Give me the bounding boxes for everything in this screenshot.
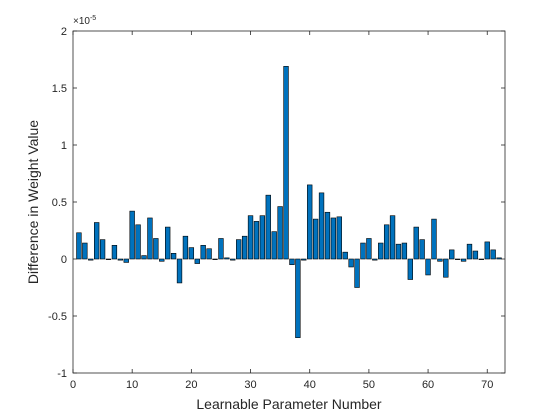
bar: [206, 248, 212, 260]
bar: [383, 224, 390, 260]
bar: [165, 226, 171, 260]
bar: [301, 258, 307, 261]
bar: [443, 258, 449, 278]
bar: [360, 242, 366, 260]
bar: [236, 239, 242, 260]
bar: [188, 247, 195, 260]
y-tick-label: 1.5: [52, 83, 67, 95]
bar: [218, 238, 224, 260]
bar: [105, 258, 112, 260]
bar: [277, 206, 283, 260]
bar: [431, 218, 437, 260]
bar: [99, 239, 106, 260]
bar: [253, 221, 260, 260]
x-tick-label: 60: [422, 379, 434, 391]
bar: [460, 258, 467, 262]
bar: [466, 243, 473, 260]
bar: [419, 239, 425, 260]
x-tick-label: 30: [244, 379, 256, 391]
bar: [407, 258, 413, 280]
bar: [318, 192, 325, 260]
bar: [496, 257, 502, 260]
bar: [401, 242, 408, 260]
y-tick-label: 2: [61, 26, 67, 38]
bar: [76, 232, 82, 260]
bar: [194, 258, 200, 264]
bar: [135, 224, 141, 260]
x-tick-label: 70: [481, 379, 493, 391]
bar: [82, 242, 88, 260]
bar: [111, 245, 118, 260]
bar: [312, 218, 319, 260]
bar: [484, 241, 490, 260]
bar: [117, 258, 124, 261]
bar: [241, 235, 248, 260]
bar: [147, 217, 153, 260]
bar: [94, 222, 100, 260]
bar: [348, 258, 354, 268]
bar: [170, 253, 177, 260]
bar: [378, 242, 384, 260]
bar: [324, 211, 331, 260]
bar: [200, 245, 206, 260]
bar: [271, 231, 277, 260]
bar: [478, 258, 484, 260]
bar: [330, 217, 337, 260]
tick-labels-group: 0 10 20 30 40 50 60 70 -1 -0.5 0 0.5 1 1.5 2: [48, 26, 493, 391]
bar: [176, 258, 183, 284]
bar: [141, 255, 147, 260]
bar: [472, 250, 479, 260]
bar: [366, 238, 372, 260]
x-axis-label: Learnable Parameter Number: [196, 396, 382, 412]
x-tick-label: 20: [185, 379, 197, 391]
y-tick-label: 1: [61, 140, 67, 152]
bar: [88, 258, 94, 261]
bar: [454, 258, 461, 260]
y-tick-label: -0.5: [48, 311, 67, 323]
plot-area: [73, 31, 505, 373]
bar: [159, 258, 165, 262]
y-tick-label: 0.5: [52, 197, 67, 209]
bar: [129, 210, 135, 260]
exponent-label: ×10-5: [73, 15, 96, 27]
x-tick-label: 40: [304, 379, 316, 391]
y-axis-label: Difference in Weight Value: [25, 120, 41, 284]
x-tick-label: 10: [126, 379, 138, 391]
x-tick-label: 50: [363, 379, 375, 391]
bar: [437, 258, 443, 262]
bar: [449, 249, 455, 260]
bar: [230, 258, 236, 261]
y-tick-label: 0: [61, 254, 67, 266]
x-tick-label: 0: [70, 379, 76, 391]
bar: [259, 215, 266, 260]
bar: [425, 258, 431, 276]
bar: [289, 258, 295, 265]
bar: [336, 216, 342, 260]
bar: [123, 258, 129, 263]
bar: [295, 258, 301, 338]
bar: [247, 215, 254, 260]
bar: [372, 258, 378, 261]
bar: [354, 258, 360, 288]
bar: [490, 249, 496, 260]
bar: [212, 258, 218, 260]
bar: [283, 66, 289, 260]
bar: [389, 215, 396, 260]
bar: [342, 251, 348, 260]
bar: [413, 226, 419, 260]
bar: [265, 194, 271, 260]
y-tick-label: -1: [57, 368, 67, 380]
bar: [307, 184, 313, 260]
bars-group: [76, 66, 502, 338]
bar: [153, 238, 159, 260]
bar: [224, 257, 230, 260]
axes-group: [72, 30, 506, 374]
bar: [182, 235, 189, 260]
bar: [395, 243, 402, 260]
